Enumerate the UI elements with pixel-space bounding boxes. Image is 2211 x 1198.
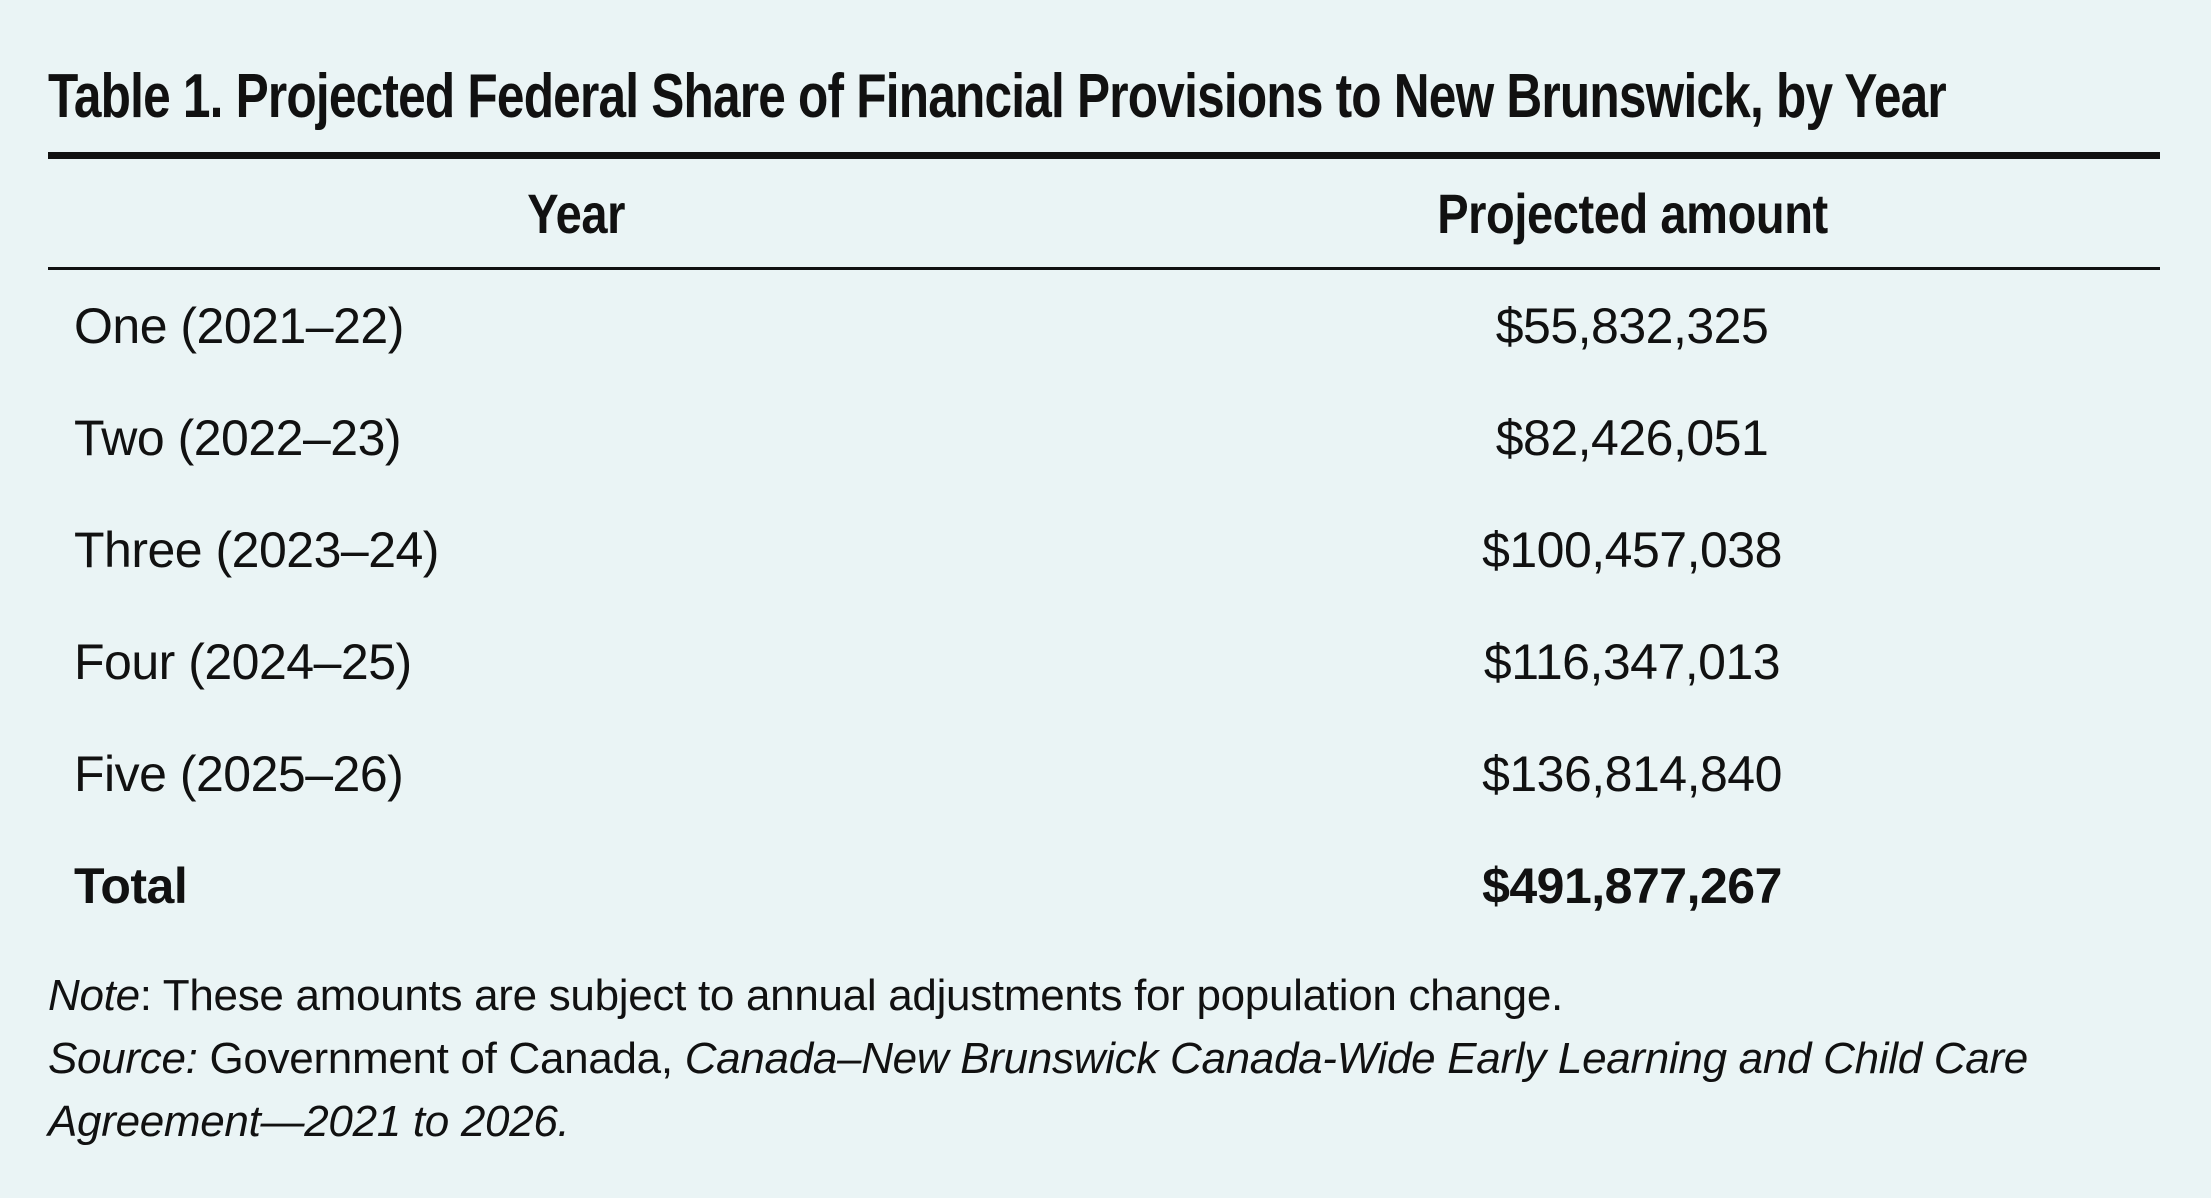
column-header-year: Year	[48, 181, 1104, 246]
source-label: Source:	[48, 1034, 198, 1083]
table-row: Three (2023–24) $100,457,038	[48, 494, 2160, 606]
note-line: Note: These amounts are subject to annua…	[48, 964, 2058, 1027]
table-row: One (2021–22) $55,832,325	[48, 270, 2160, 382]
row-amount-value: $100,457,038	[1482, 522, 1782, 578]
column-header-year-label: Year	[527, 181, 625, 245]
table-header-row: Year Projected amount	[48, 159, 2160, 267]
table-row: Two (2022–23) $82,426,051	[48, 382, 2160, 494]
source-plain-text: Government of Canada,	[197, 1034, 685, 1083]
row-amount-value: $82,426,051	[1495, 410, 1769, 466]
row-year-label: Four (2024–25)	[74, 634, 412, 690]
title-rule	[48, 152, 2160, 159]
note-text: : These amounts are subject to annual ad…	[139, 971, 1563, 1020]
row-amount-value: $55,832,325	[1495, 298, 1769, 354]
row-year-label: One (2021–22)	[74, 298, 404, 354]
table-total-row: Total $491,877,267	[48, 830, 2160, 942]
column-header-amount-label: Projected amount	[1436, 181, 1828, 245]
row-amount-value: $116,347,013	[1483, 634, 1781, 690]
row-year-label: Three (2023–24)	[74, 522, 439, 578]
column-header-amount: Projected amount	[1104, 181, 2160, 246]
table-title: Table 1. Projected Federal Share of Fina…	[48, 62, 1947, 131]
total-label: Total	[74, 858, 188, 914]
row-amount-value: $136,814,840	[1482, 746, 1782, 802]
table-notes: Note: These amounts are subject to annua…	[48, 964, 2058, 1153]
total-amount-value: $491,877,267	[1482, 858, 1782, 914]
table-row: Four (2024–25) $116,347,013	[48, 606, 2160, 718]
table-row: Five (2025–26) $136,814,840	[48, 718, 2160, 830]
note-label: Note	[48, 971, 140, 1020]
row-year-label: Two (2022–23)	[74, 410, 402, 466]
source-title: Canada–New Brunswick Canada-Wide Early L…	[48, 1034, 2028, 1146]
source-line: Source: Government of Canada, Canada–New…	[48, 1027, 2058, 1153]
header-rule	[48, 267, 2160, 270]
row-year-label: Five (2025–26)	[74, 746, 404, 802]
